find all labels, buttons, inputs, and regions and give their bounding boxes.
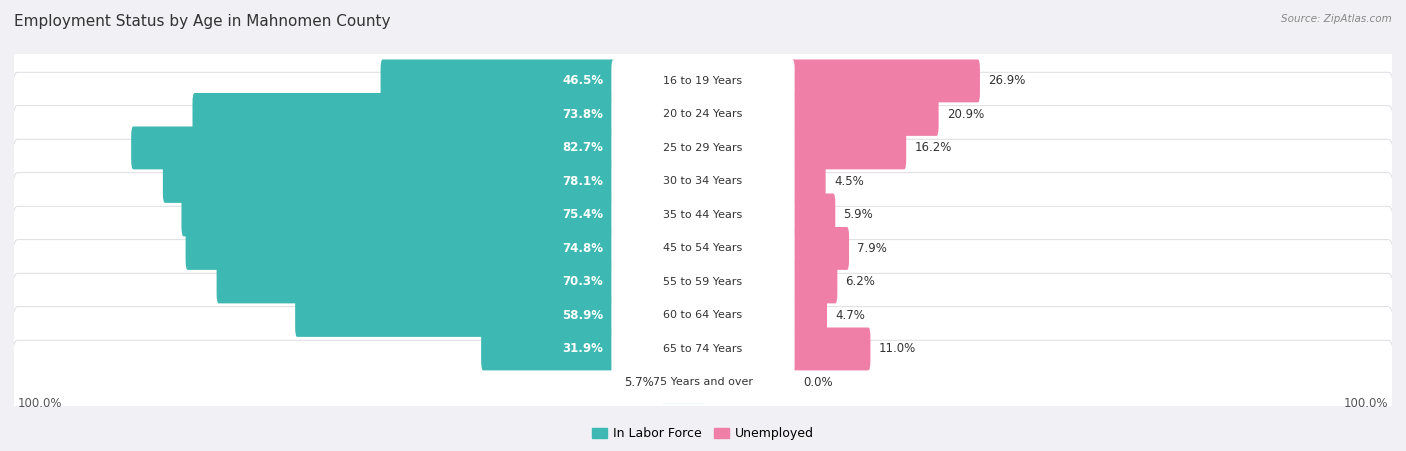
FancyBboxPatch shape bbox=[662, 361, 704, 404]
FancyBboxPatch shape bbox=[163, 160, 616, 203]
FancyBboxPatch shape bbox=[13, 206, 1393, 290]
FancyBboxPatch shape bbox=[131, 126, 616, 170]
Text: 7.9%: 7.9% bbox=[858, 242, 887, 255]
FancyBboxPatch shape bbox=[295, 294, 616, 337]
FancyBboxPatch shape bbox=[612, 327, 794, 370]
FancyBboxPatch shape bbox=[381, 60, 616, 102]
FancyBboxPatch shape bbox=[612, 126, 794, 170]
Text: 74.8%: 74.8% bbox=[562, 242, 603, 255]
FancyBboxPatch shape bbox=[612, 93, 794, 136]
FancyBboxPatch shape bbox=[790, 261, 838, 304]
FancyBboxPatch shape bbox=[217, 261, 616, 304]
Text: 73.8%: 73.8% bbox=[562, 108, 603, 121]
Text: 4.7%: 4.7% bbox=[835, 309, 865, 322]
Text: 16 to 19 Years: 16 to 19 Years bbox=[664, 76, 742, 86]
Text: 35 to 44 Years: 35 to 44 Years bbox=[664, 210, 742, 220]
FancyBboxPatch shape bbox=[612, 160, 794, 203]
Text: 60 to 64 Years: 60 to 64 Years bbox=[664, 310, 742, 321]
FancyBboxPatch shape bbox=[612, 227, 794, 270]
FancyBboxPatch shape bbox=[13, 173, 1393, 257]
FancyBboxPatch shape bbox=[790, 160, 825, 203]
FancyBboxPatch shape bbox=[790, 126, 907, 170]
FancyBboxPatch shape bbox=[612, 261, 794, 304]
FancyBboxPatch shape bbox=[193, 93, 616, 136]
FancyBboxPatch shape bbox=[790, 93, 939, 136]
FancyBboxPatch shape bbox=[13, 273, 1393, 358]
Text: 100.0%: 100.0% bbox=[1344, 397, 1389, 410]
Text: 30 to 34 Years: 30 to 34 Years bbox=[664, 176, 742, 186]
FancyBboxPatch shape bbox=[790, 193, 835, 236]
FancyBboxPatch shape bbox=[612, 60, 794, 102]
Text: 70.3%: 70.3% bbox=[562, 276, 603, 289]
FancyBboxPatch shape bbox=[612, 294, 794, 337]
FancyBboxPatch shape bbox=[181, 193, 616, 236]
Text: 78.1%: 78.1% bbox=[562, 175, 603, 188]
FancyBboxPatch shape bbox=[790, 327, 870, 370]
Text: 46.5%: 46.5% bbox=[562, 74, 603, 87]
Text: 5.7%: 5.7% bbox=[624, 376, 654, 389]
FancyBboxPatch shape bbox=[790, 227, 849, 270]
FancyBboxPatch shape bbox=[13, 106, 1393, 190]
Text: 25 to 29 Years: 25 to 29 Years bbox=[664, 143, 742, 153]
Text: 45 to 54 Years: 45 to 54 Years bbox=[664, 244, 742, 253]
FancyBboxPatch shape bbox=[13, 39, 1393, 123]
Text: 82.7%: 82.7% bbox=[562, 142, 603, 154]
Text: 55 to 59 Years: 55 to 59 Years bbox=[664, 277, 742, 287]
Text: 58.9%: 58.9% bbox=[562, 309, 603, 322]
FancyBboxPatch shape bbox=[13, 72, 1393, 156]
Text: 20.9%: 20.9% bbox=[946, 108, 984, 121]
Text: 100.0%: 100.0% bbox=[17, 397, 62, 410]
FancyBboxPatch shape bbox=[13, 139, 1393, 224]
FancyBboxPatch shape bbox=[612, 193, 794, 236]
Text: 4.5%: 4.5% bbox=[834, 175, 863, 188]
Text: 31.9%: 31.9% bbox=[562, 342, 603, 355]
FancyBboxPatch shape bbox=[790, 60, 980, 102]
Legend: In Labor Force, Unemployed: In Labor Force, Unemployed bbox=[586, 423, 820, 446]
Text: 75 Years and over: 75 Years and over bbox=[652, 377, 754, 387]
FancyBboxPatch shape bbox=[13, 340, 1393, 425]
Text: 16.2%: 16.2% bbox=[914, 142, 952, 154]
Text: Employment Status by Age in Mahnomen County: Employment Status by Age in Mahnomen Cou… bbox=[14, 14, 391, 28]
FancyBboxPatch shape bbox=[481, 327, 616, 370]
Text: 11.0%: 11.0% bbox=[879, 342, 915, 355]
Text: 65 to 74 Years: 65 to 74 Years bbox=[664, 344, 742, 354]
Text: 0.0%: 0.0% bbox=[803, 376, 832, 389]
Text: 26.9%: 26.9% bbox=[988, 74, 1025, 87]
Text: 20 to 24 Years: 20 to 24 Years bbox=[664, 110, 742, 120]
FancyBboxPatch shape bbox=[186, 227, 616, 270]
Text: 6.2%: 6.2% bbox=[845, 276, 876, 289]
FancyBboxPatch shape bbox=[13, 307, 1393, 391]
Text: 75.4%: 75.4% bbox=[562, 208, 603, 221]
FancyBboxPatch shape bbox=[13, 240, 1393, 324]
FancyBboxPatch shape bbox=[790, 294, 827, 337]
FancyBboxPatch shape bbox=[612, 361, 794, 404]
Text: 5.9%: 5.9% bbox=[844, 208, 873, 221]
Text: Source: ZipAtlas.com: Source: ZipAtlas.com bbox=[1281, 14, 1392, 23]
